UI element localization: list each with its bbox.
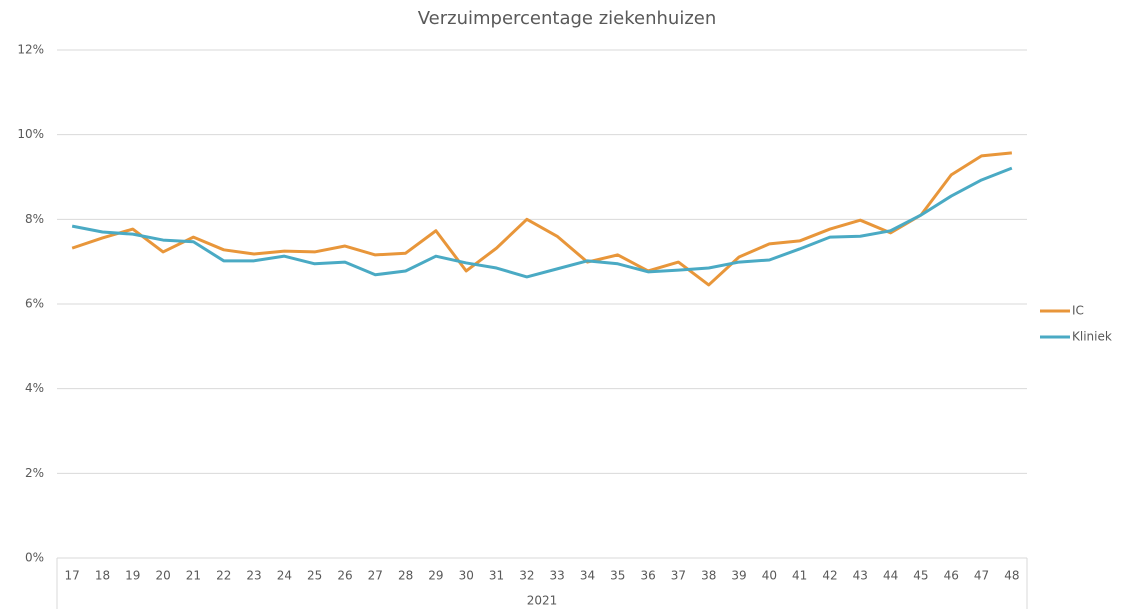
series-line (71, 151, 1012, 287)
x-tick-label: 47 (974, 569, 989, 583)
y-tick-label: 2% (25, 466, 44, 480)
x-tick-label: 48 (1004, 569, 1019, 583)
x-tick-label: 18 (95, 569, 110, 583)
x-tick-label: 28 (398, 569, 413, 583)
x-tick-label: 46 (944, 569, 959, 583)
x-tick-label: 42 (822, 569, 837, 583)
y-tick-label: 6% (25, 297, 44, 311)
x-tick-label: 23 (246, 569, 261, 583)
x-tick-label: 41 (792, 569, 807, 583)
x-tick-label: 39 (731, 569, 746, 583)
x-tick-label: 44 (883, 569, 898, 583)
x-tick-label: 19 (125, 569, 140, 583)
x-tick-label: 35 (610, 569, 625, 583)
x-tick-label: 36 (640, 569, 655, 583)
legend-label: IC (1072, 304, 1084, 318)
x-tick-label: 33 (550, 569, 565, 583)
x-tick-label: 34 (580, 569, 595, 583)
y-tick-label: 10% (17, 127, 44, 141)
x-tick-label: 25 (307, 569, 322, 583)
legend-label: Kliniek (1072, 330, 1112, 344)
x-tick-label: 20 (155, 569, 170, 583)
x-axis-label: 2021 (527, 594, 558, 608)
x-tick-label: 38 (701, 569, 716, 583)
x-tick-label: 27 (368, 569, 383, 583)
chart-title: Verzuimpercentage ziekenhuizen (418, 8, 717, 29)
x-tick-label: 17 (65, 569, 80, 583)
x-tick-label: 40 (762, 569, 777, 583)
y-tick-label: 12% (17, 43, 44, 57)
x-tick-label: 31 (489, 569, 504, 583)
series-line (71, 166, 1013, 279)
y-tick-label: 8% (25, 212, 44, 226)
x-tick-label: 30 (459, 569, 474, 583)
x-tick-label: 22 (216, 569, 231, 583)
x-tick-label: 32 (519, 569, 534, 583)
x-tick-label: 43 (853, 569, 868, 583)
x-tick-label: 24 (277, 569, 292, 583)
x-tick-label: 26 (337, 569, 352, 583)
y-tick-label: 0% (25, 551, 44, 565)
x-tick-label: 37 (671, 569, 686, 583)
y-tick-label: 4% (25, 381, 44, 395)
x-tick-label: 21 (186, 569, 201, 583)
x-tick-label: 29 (428, 569, 443, 583)
x-tick-label: 45 (913, 569, 928, 583)
